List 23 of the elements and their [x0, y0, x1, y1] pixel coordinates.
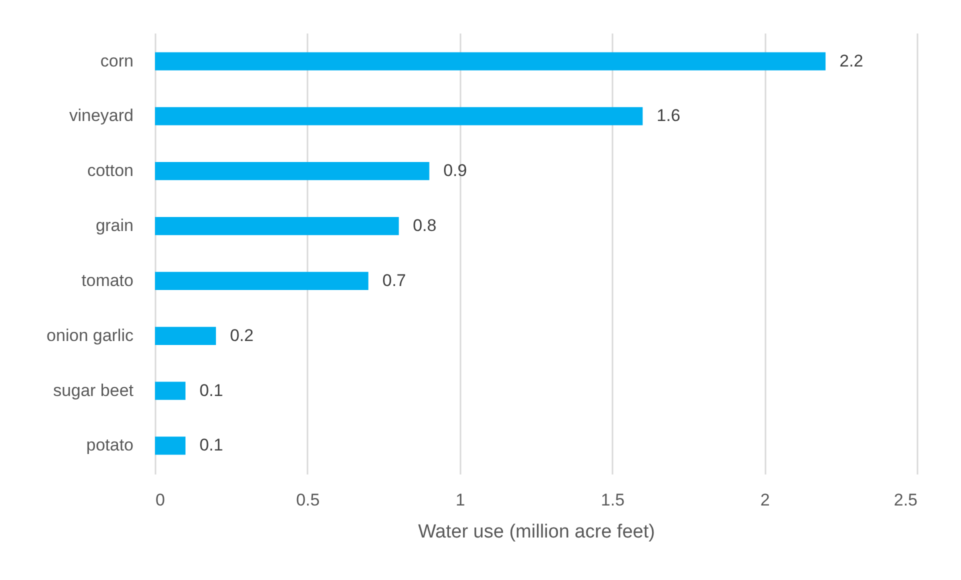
x-axis-title: Water use (million acre feet)	[418, 522, 655, 542]
x-tick-label: 1.5	[600, 490, 625, 510]
data-label: 0.9	[443, 161, 467, 180]
data-label: 0.1	[199, 436, 224, 455]
y-tick-label: tomato	[82, 270, 134, 290]
data-label: 0.8	[412, 216, 436, 236]
y-tick-label: onion garlic	[46, 326, 134, 345]
x-tick-label: 0	[156, 490, 165, 510]
y-tick-label: vineyard	[69, 106, 134, 126]
data-label: 0.7	[382, 270, 406, 290]
data-label: 1.6	[656, 106, 680, 126]
y-tick-label: grain	[96, 216, 134, 236]
y-tick-label: potato	[86, 436, 134, 455]
x-tick-label: 1	[456, 490, 466, 510]
data-label: 0.2	[230, 326, 254, 345]
y-tick-label: sugar beet	[53, 380, 134, 400]
x-tick-label: 2.5	[894, 490, 918, 510]
x-tick-label: 2	[760, 490, 770, 510]
data-label: 2.2	[840, 51, 864, 70]
data-label: 0.1	[199, 380, 224, 400]
y-tick-label: corn	[100, 51, 134, 70]
y-tick-label: cotton	[87, 161, 134, 180]
x-tick-label: 0.5	[296, 490, 320, 510]
